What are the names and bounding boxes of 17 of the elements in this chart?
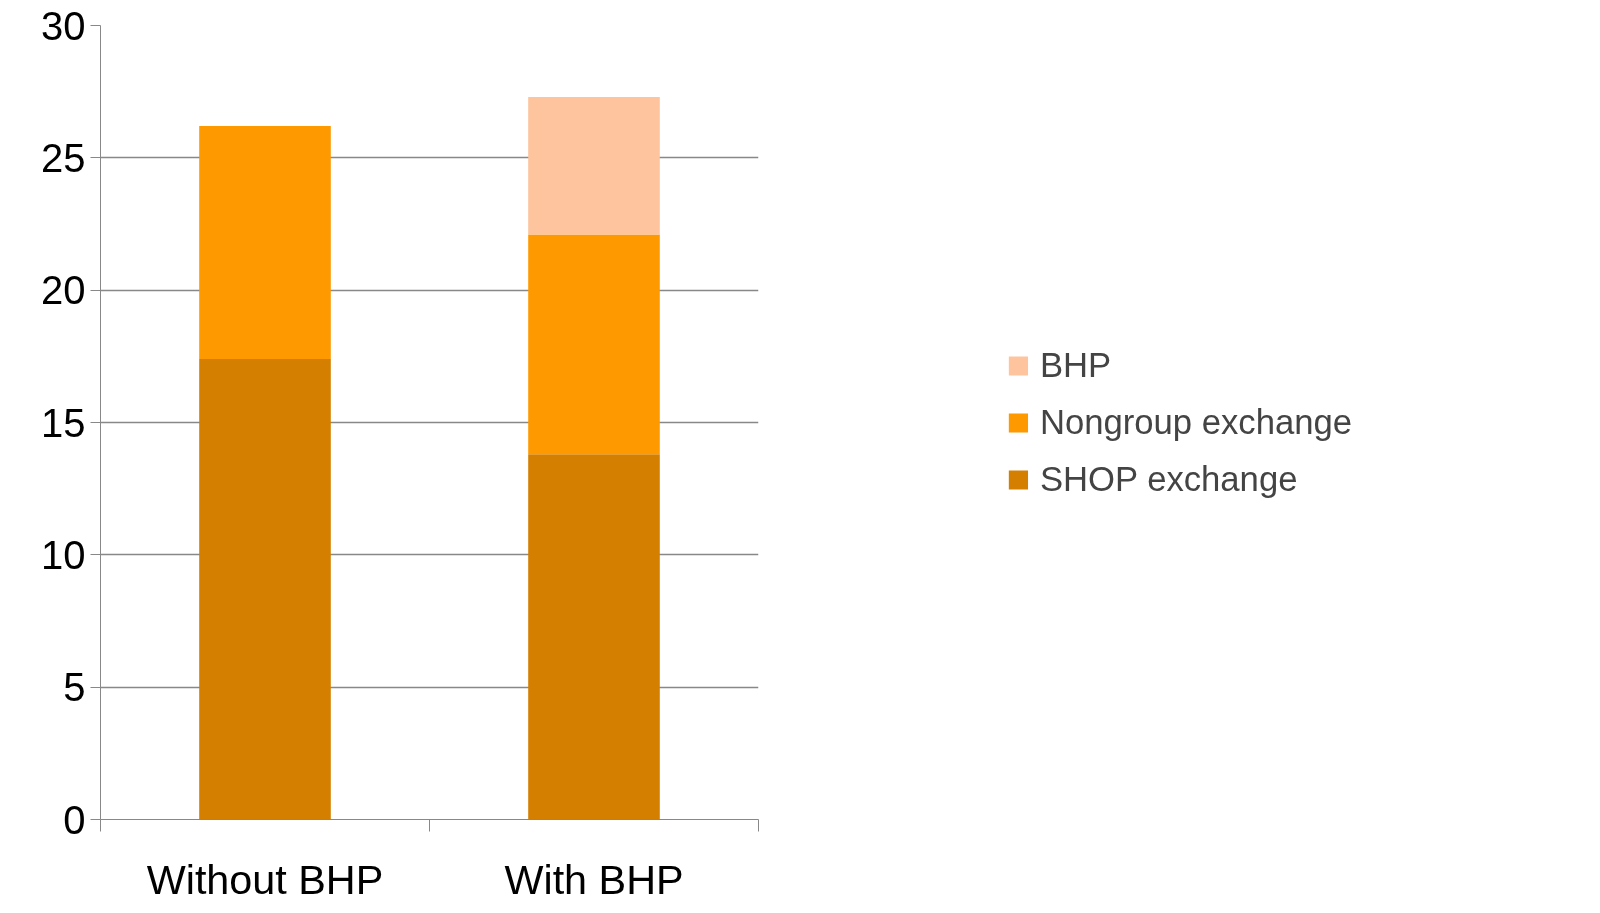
legend-label: SHOP exchange (1039, 459, 1298, 499)
bar (528, 96, 660, 235)
y-tick-label: 25 (41, 135, 86, 180)
bar (199, 358, 331, 820)
legend-label: BHP (1039, 345, 1112, 385)
bar (199, 126, 331, 359)
y-tick-label: 15 (41, 400, 86, 445)
bar (528, 454, 660, 820)
y-tick-label: 10 (41, 532, 86, 577)
x-tick-label: With BHP (504, 856, 684, 903)
legend-label: Nongroup exchange (1039, 402, 1353, 442)
x-tick-label: Without BHP (146, 856, 384, 903)
bar (528, 234, 660, 455)
y-tick-label: 20 (41, 268, 86, 313)
y-tick-label: 0 (63, 797, 86, 842)
y-tick-label: 30 (41, 3, 86, 48)
y-tick-label: 5 (63, 665, 86, 710)
